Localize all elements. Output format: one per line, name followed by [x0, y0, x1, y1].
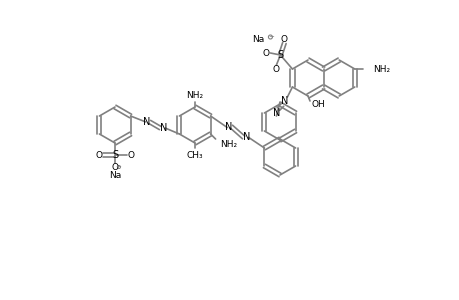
Text: Na: Na: [109, 170, 121, 179]
Text: O: O: [127, 151, 134, 160]
Text: −: −: [115, 164, 121, 170]
Text: N: N: [159, 123, 167, 133]
Text: S: S: [112, 150, 118, 160]
Text: N: N: [280, 96, 287, 106]
Text: O: O: [272, 64, 280, 74]
Text: NH₂: NH₂: [372, 64, 389, 74]
Text: O: O: [263, 49, 269, 58]
Text: CH₃: CH₃: [186, 151, 203, 160]
Text: O: O: [95, 151, 102, 160]
Text: O: O: [111, 163, 118, 172]
Text: N: N: [143, 117, 150, 127]
Text: N: N: [242, 132, 250, 142]
Text: Na: Na: [252, 34, 264, 43]
Text: NH₂: NH₂: [220, 140, 237, 148]
Text: OH: OH: [311, 100, 325, 109]
Text: −: −: [268, 34, 274, 40]
Text: NH₂: NH₂: [186, 91, 203, 100]
Text: S: S: [277, 50, 283, 60]
Text: N: N: [224, 122, 231, 132]
Text: N: N: [272, 108, 280, 118]
Text: O: O: [280, 34, 287, 43]
